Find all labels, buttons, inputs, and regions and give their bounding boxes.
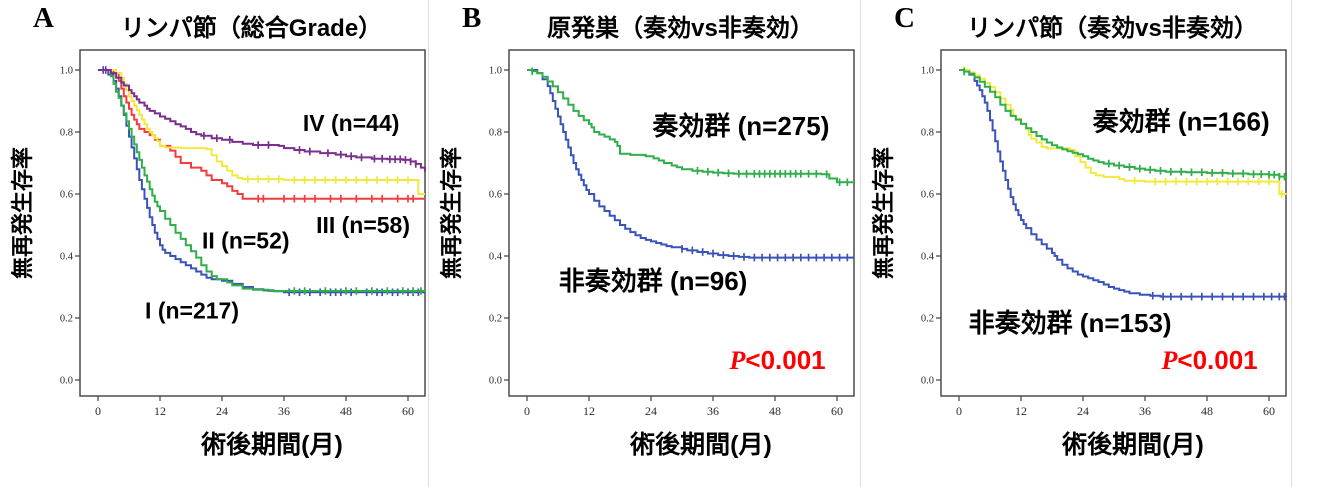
plot-frame xyxy=(940,49,1287,397)
y-tick-label: 0.0 xyxy=(60,376,73,387)
y-tick-label: 0.8 xyxy=(489,128,502,139)
panel-title-c: リンパ節（奏効vs非奏効） xyxy=(967,15,1258,42)
panel-title-b: 原発巣（奏効vs非奏効） xyxy=(547,15,814,42)
x-axis-label: 術後期間(月) xyxy=(1061,430,1204,459)
series-label: II (n=52) xyxy=(202,228,290,254)
panel-title-a: リンパ節（総合Grade） xyxy=(120,15,383,42)
panel-a: A リンパ節（総合Grade） 術後期間(月) 無再発生存率 0.0 0.2 0.4… xyxy=(0,0,429,487)
km-curve-grade-2 xyxy=(98,69,425,292)
x-tick-label: 60 xyxy=(402,404,414,418)
x-axis-label: 術後期間(月) xyxy=(200,430,343,459)
x-tick-label: 24 xyxy=(645,404,657,418)
y-tick-label: 0.8 xyxy=(60,128,73,139)
x-tick-label: 0 xyxy=(956,404,962,418)
panel-b: B 原発巣（奏効vs非奏効） 術後期間(月) 無再発生存率 0.0 0.2 0.4 0… xyxy=(429,0,861,487)
x-tick-label: 24 xyxy=(1077,404,1089,418)
x-tick-label: 48 xyxy=(1201,404,1213,418)
y-tick-label: 0.0 xyxy=(921,376,934,387)
km-curve-non-responder xyxy=(959,69,1287,298)
series-label: 非奏効群 (n=153) xyxy=(969,308,1172,338)
y-tick-label: 0.6 xyxy=(489,190,502,201)
series-label: III (n=58) xyxy=(316,212,410,238)
x-tick-label: 60 xyxy=(831,404,843,418)
p-value: P<0.001 xyxy=(1161,345,1258,375)
y-tick-label: 0.6 xyxy=(60,190,73,201)
x-tick-label: 12 xyxy=(1015,404,1027,418)
panel-letter-a: A xyxy=(33,2,54,34)
y-tick-label: 0.4 xyxy=(60,252,74,263)
x-tick-label: 36 xyxy=(707,404,719,418)
km-plot-a: 術後期間(月) 無再発生存率 0.0 0.2 0.4 0.6 0.8 1.0 0 12 24 36… xyxy=(10,49,426,459)
km-curve-responder xyxy=(959,69,1287,179)
x-tick-label: 0 xyxy=(95,404,101,418)
y-axis-label: 無再発生存率 xyxy=(871,147,896,279)
x-tick-label: 0 xyxy=(524,404,530,418)
km-plot-b: 術後期間(月) 無再発生存率 0.0 0.2 0.4 0.6 0.8 1.0 0 12 24 36… xyxy=(439,49,855,459)
y-tick-label: 1.0 xyxy=(921,66,934,77)
p-value: P<0.001 xyxy=(729,345,826,375)
km-curve-grade-4 xyxy=(98,69,426,172)
y-tick-label: 0.4 xyxy=(489,252,503,263)
x-tick-label: 60 xyxy=(1263,404,1275,418)
x-axis-label: 術後期間(月) xyxy=(629,430,772,459)
panel-letter-b: B xyxy=(462,2,482,34)
km-curve-yellow-extra xyxy=(98,69,425,195)
plot-frame xyxy=(79,49,426,397)
km-curve-non-responder xyxy=(527,69,854,259)
km-curve-responder xyxy=(527,69,855,184)
panel-letter-c: C xyxy=(894,2,915,34)
panel-c: C リンパ節（奏効vs非奏効） 術後期間(月) 無再発生存率 0.0 0.2 0.4… xyxy=(861,0,1292,487)
y-tick-label: 0.4 xyxy=(921,252,935,263)
x-tick-label: 36 xyxy=(1139,404,1151,418)
x-tick-label: 24 xyxy=(216,404,228,418)
series-label: IV (n=44) xyxy=(303,110,400,136)
series-label: 奏効群 (n=275) xyxy=(651,111,829,141)
km-plot-c: 術後期間(月) 無再発生存率 0.0 0.2 0.4 0.6 0.8 1.0 0 12 24 36… xyxy=(871,49,1287,459)
plot-frame xyxy=(508,49,855,397)
x-tick-label: 48 xyxy=(769,404,781,418)
y-tick-label: 0.2 xyxy=(921,314,934,325)
y-tick-label: 0.0 xyxy=(489,376,502,387)
y-tick-label: 0.6 xyxy=(921,190,934,201)
y-tick-label: 0.2 xyxy=(489,314,502,325)
y-tick-label: 0.2 xyxy=(60,314,73,325)
x-tick-label: 48 xyxy=(340,404,352,418)
x-tick-label: 12 xyxy=(583,404,595,418)
y-tick-label: 1.0 xyxy=(489,66,502,77)
y-axis-label: 無再発生存率 xyxy=(439,147,464,279)
y-tick-label: 1.0 xyxy=(60,66,73,77)
x-tick-label: 12 xyxy=(154,404,166,418)
x-tick-label: 36 xyxy=(278,404,290,418)
series-label: I (n=217) xyxy=(145,297,239,323)
series-label: 奏効群 (n=166) xyxy=(1092,106,1270,136)
series-label: 非奏効群 (n=96) xyxy=(559,266,748,296)
y-axis-label: 無再発生存率 xyxy=(10,147,35,279)
y-tick-label: 0.8 xyxy=(921,128,934,139)
